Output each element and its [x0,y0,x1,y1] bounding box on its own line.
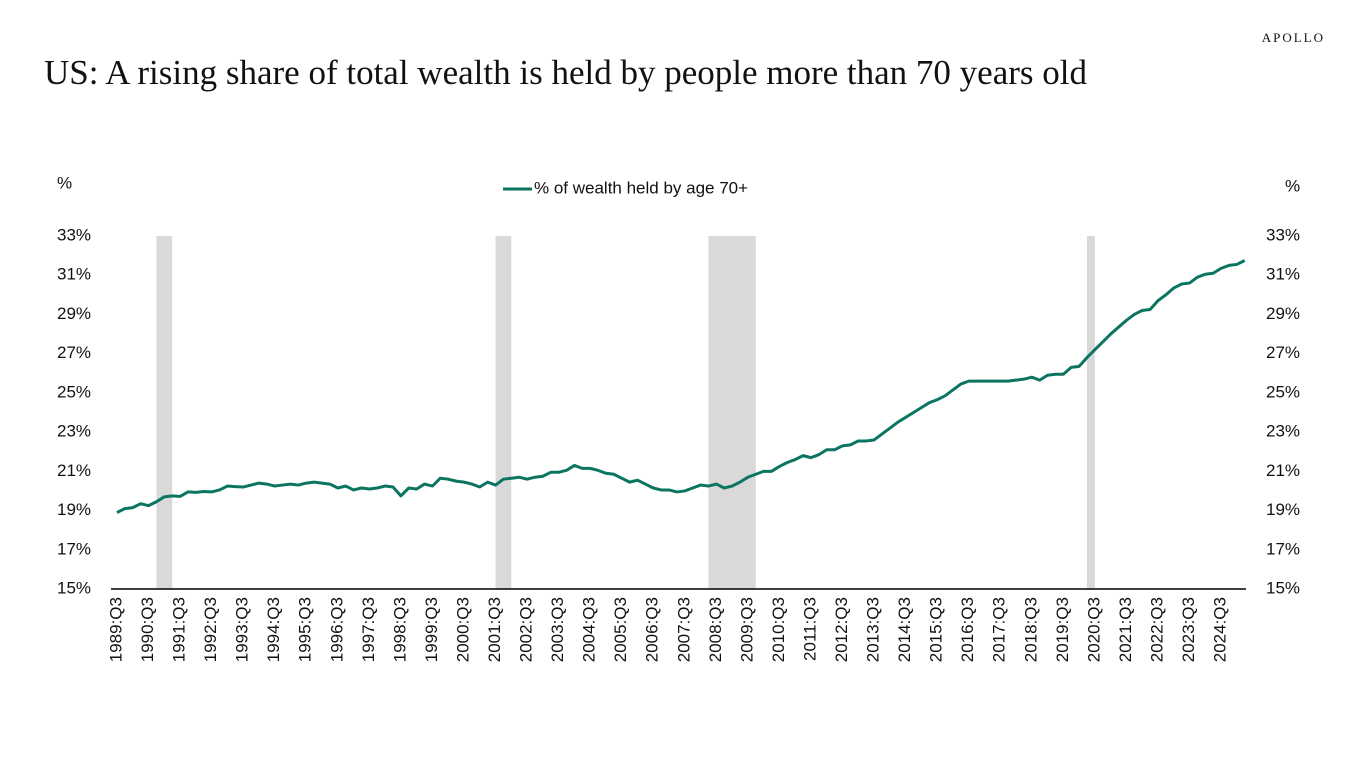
legend-label: % of wealth held by age 70+ [534,178,748,197]
x-tick-label: 2012:Q3 [832,597,851,662]
y2-tick-label: 25% [1266,382,1300,401]
y-tick-label: 25% [57,382,91,401]
x-tick-label: 2010:Q3 [769,597,788,662]
x-tick-label: 2013:Q3 [864,597,883,662]
recession-shading [156,236,173,589]
y-axis-label: % [57,173,72,192]
x-tick-label: 2003:Q3 [548,597,567,662]
x-tick-label: 2011:Q3 [800,597,819,661]
x-tick-label: 2017:Q3 [990,597,1009,662]
x-tick-label: 1997:Q3 [359,597,378,662]
x-tick-label: 2015:Q3 [927,597,946,662]
x-tick-label: 2018:Q3 [1021,597,1040,662]
y-tick-label: 17% [57,539,91,558]
y2-axis-label: % [1285,176,1300,195]
x-tick-label: 2000:Q3 [453,597,472,662]
x-tick-label: 2001:Q3 [485,597,504,662]
x-tick-label: 1991:Q3 [170,597,189,662]
y2-tick-label: 21% [1266,461,1300,480]
x-tick-label: 2008:Q3 [706,597,725,662]
y2-tick-label: 29% [1266,304,1300,323]
x-tick-label: 2019:Q3 [1053,597,1072,662]
data-line [116,259,1246,514]
x-tick-label: 1989:Q3 [106,597,125,662]
y2-tick-label: 19% [1266,500,1300,519]
recession-shading [495,236,512,589]
x-tick-label: 1990:Q3 [138,597,157,662]
x-tick-label: 2020:Q3 [1084,597,1103,662]
x-tick-label: 2007:Q3 [674,597,693,662]
logo: APOLLO [1262,30,1325,45]
x-tick-label: 1992:Q3 [201,597,220,662]
y2-tick-label: 33% [1266,225,1300,244]
x-tick-label: 1993:Q3 [233,597,252,662]
x-tick-label: 1998:Q3 [390,597,409,662]
x-tick-label: 2005:Q3 [611,597,630,662]
y-tick-label: 21% [57,461,91,480]
chart-title: US: A rising share of total wealth is he… [44,53,1087,92]
x-tick-label: 2023:Q3 [1179,597,1198,662]
y-tick-label: 19% [57,500,91,519]
x-tick-label: 1999:Q3 [422,597,441,662]
y-tick-label: 29% [57,304,91,323]
x-tick-label: 1996:Q3 [327,597,346,662]
x-tick-label: 2021:Q3 [1116,597,1135,662]
x-tick-label: 2009:Q3 [737,597,756,662]
y2-tick-label: 31% [1266,265,1300,284]
recession-shading [708,236,756,589]
x-tick-label: 1994:Q3 [264,597,283,662]
x-tick-label: 2004:Q3 [580,597,599,662]
x-tick-label: 2014:Q3 [895,597,914,662]
y2-tick-label: 17% [1266,539,1300,558]
y2-tick-label: 27% [1266,343,1300,362]
y-tick-label: 23% [57,422,91,441]
x-tick-label: 2024:Q3 [1211,597,1230,662]
recession-shading [1086,236,1095,589]
x-tick-label: 2002:Q3 [517,597,536,662]
x-tick-label: 2022:Q3 [1147,597,1166,662]
y2-tick-label: 15% [1266,578,1300,597]
y-tick-label: 27% [57,343,91,362]
y2-tick-label: 23% [1266,422,1300,441]
y-tick-label: 15% [57,578,91,597]
y-tick-label: 31% [57,265,91,284]
x-tick-label: 2006:Q3 [643,597,662,662]
x-tick-label: 2016:Q3 [958,597,977,662]
y-tick-label: 33% [57,225,91,244]
x-tick-label: 1995:Q3 [296,597,315,662]
